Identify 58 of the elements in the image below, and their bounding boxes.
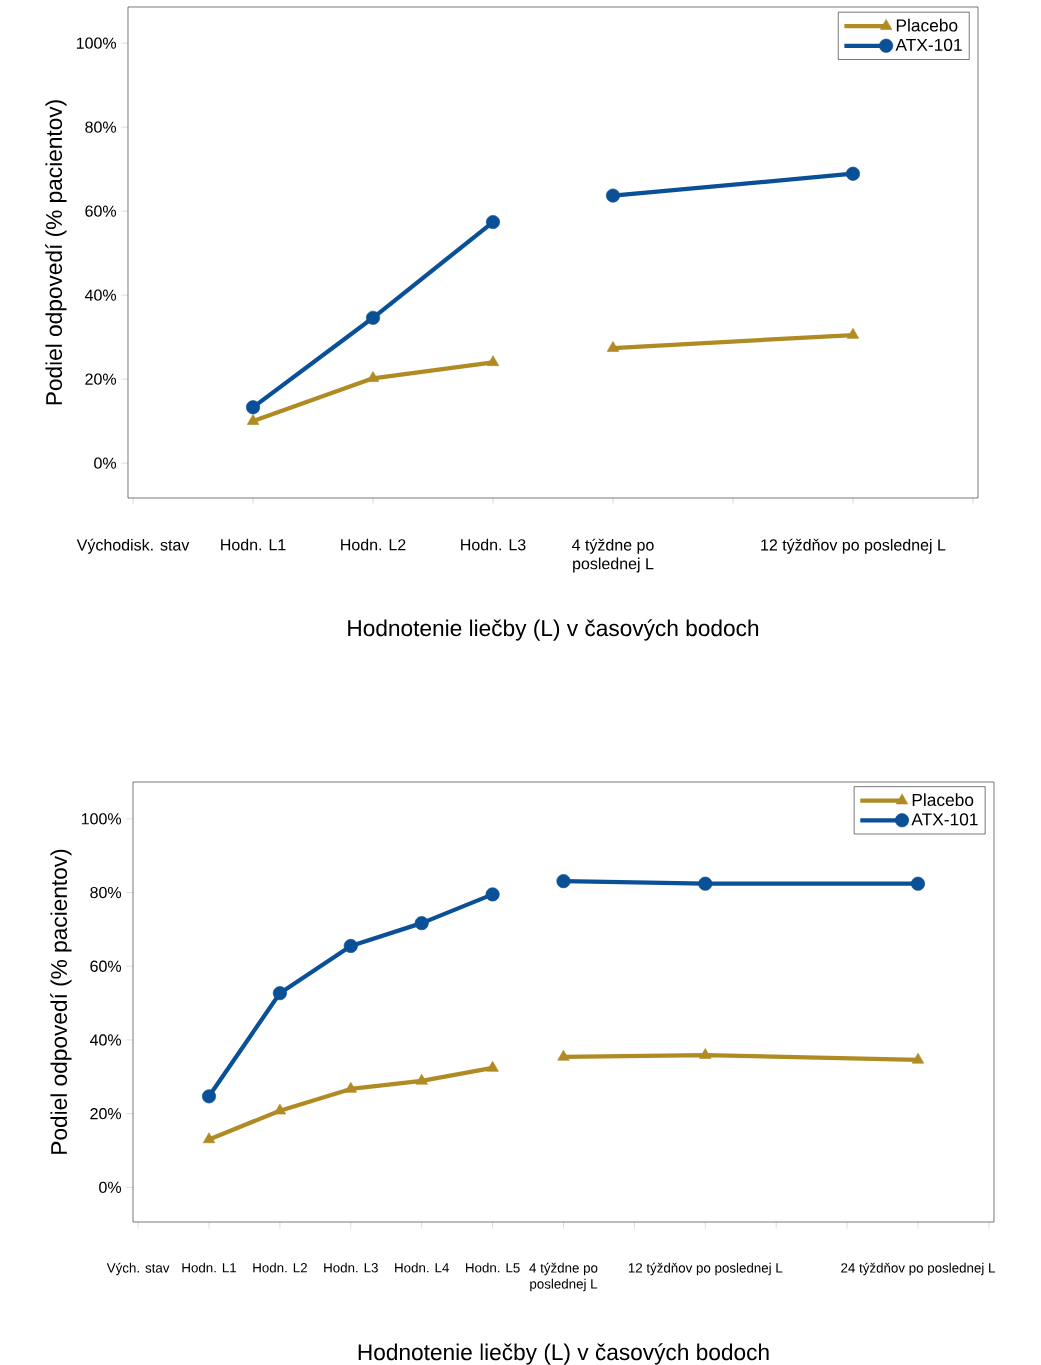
x-tick-label: 4 týždne po poslednej L — [572, 538, 654, 573]
point — [415, 1073, 428, 1085]
point — [343, 938, 358, 953]
x-tick-label: Hodn. L2 — [341, 538, 406, 551]
x-tick-label: 12 týždňov po poslednej L — [761, 538, 946, 554]
point — [202, 1089, 217, 1104]
point — [366, 371, 380, 382]
point — [414, 916, 429, 931]
point — [699, 1048, 712, 1059]
point — [486, 215, 501, 230]
point — [698, 876, 713, 891]
y-tick-label: 100% — [76, 37, 117, 49]
point — [273, 1103, 287, 1115]
point — [366, 310, 381, 325]
x-tick-label: Hodn. L3 — [324, 1262, 378, 1273]
y-tick-label: 40% — [84, 289, 117, 301]
point — [557, 1049, 570, 1061]
x-axis-title: Hodnotenie liečby (L) v časových bodoch — [348, 619, 759, 641]
y-tick-label: 100% — [81, 813, 122, 825]
x-tick-label: 24 týždňov po poslednej L — [841, 1262, 995, 1276]
point — [344, 1081, 357, 1093]
y-tick-label: 40% — [89, 1034, 122, 1046]
x-tick-label: Hodn. L3 — [461, 538, 526, 551]
y-tick-label: 80% — [85, 121, 117, 133]
legend-label: Placebo — [912, 793, 974, 807]
y-tick-label: 60% — [85, 205, 117, 217]
y-tick-label: 20% — [85, 373, 117, 385]
x-tick-label: Hodn. L4 — [395, 1262, 449, 1273]
x-tick-label: 12 týždňov po poslednej L — [628, 1262, 783, 1276]
point — [202, 1132, 216, 1144]
point — [272, 986, 287, 1001]
point — [485, 887, 500, 902]
x-tick-label: Hodn. L1 — [221, 538, 286, 551]
point — [605, 188, 620, 203]
x-tick-label: Hodn. L5 — [466, 1262, 520, 1273]
legend-label: ATX-101 — [911, 813, 978, 826]
y-tick-label: 60% — [90, 960, 122, 972]
point — [911, 1052, 925, 1064]
x-tick-label: Hodn. L1 — [182, 1262, 237, 1273]
y-tick-label: 0% — [99, 1181, 122, 1194]
legend-label: Placebo — [896, 18, 958, 32]
x-axis-title: Hodnotenie liečby (L) v časových bodoch — [358, 1343, 769, 1365]
x-tick-label: Hodn. L2 — [253, 1262, 307, 1273]
x-tick-label: 4 týždne po poslednej L — [529, 1262, 598, 1292]
y-tick-label: 0% — [94, 457, 117, 469]
point — [246, 414, 260, 425]
y-axis-title: Podiel odpovedí (% pacientov) — [45, 100, 67, 405]
x-tick-label: Východisk. stav — [76, 538, 190, 554]
point — [845, 166, 860, 181]
y-tick-label: 80% — [90, 886, 122, 899]
point — [486, 355, 500, 366]
x-tick-label: Vých. stav — [106, 1262, 170, 1276]
point — [910, 876, 925, 891]
y-axis-title: Podiel odpovedí (% pacientov) — [50, 849, 72, 1154]
point — [556, 874, 571, 889]
legend-label: ATX-101 — [895, 38, 962, 51]
y-tick-label: 20% — [90, 1108, 122, 1120]
point — [486, 1060, 499, 1072]
